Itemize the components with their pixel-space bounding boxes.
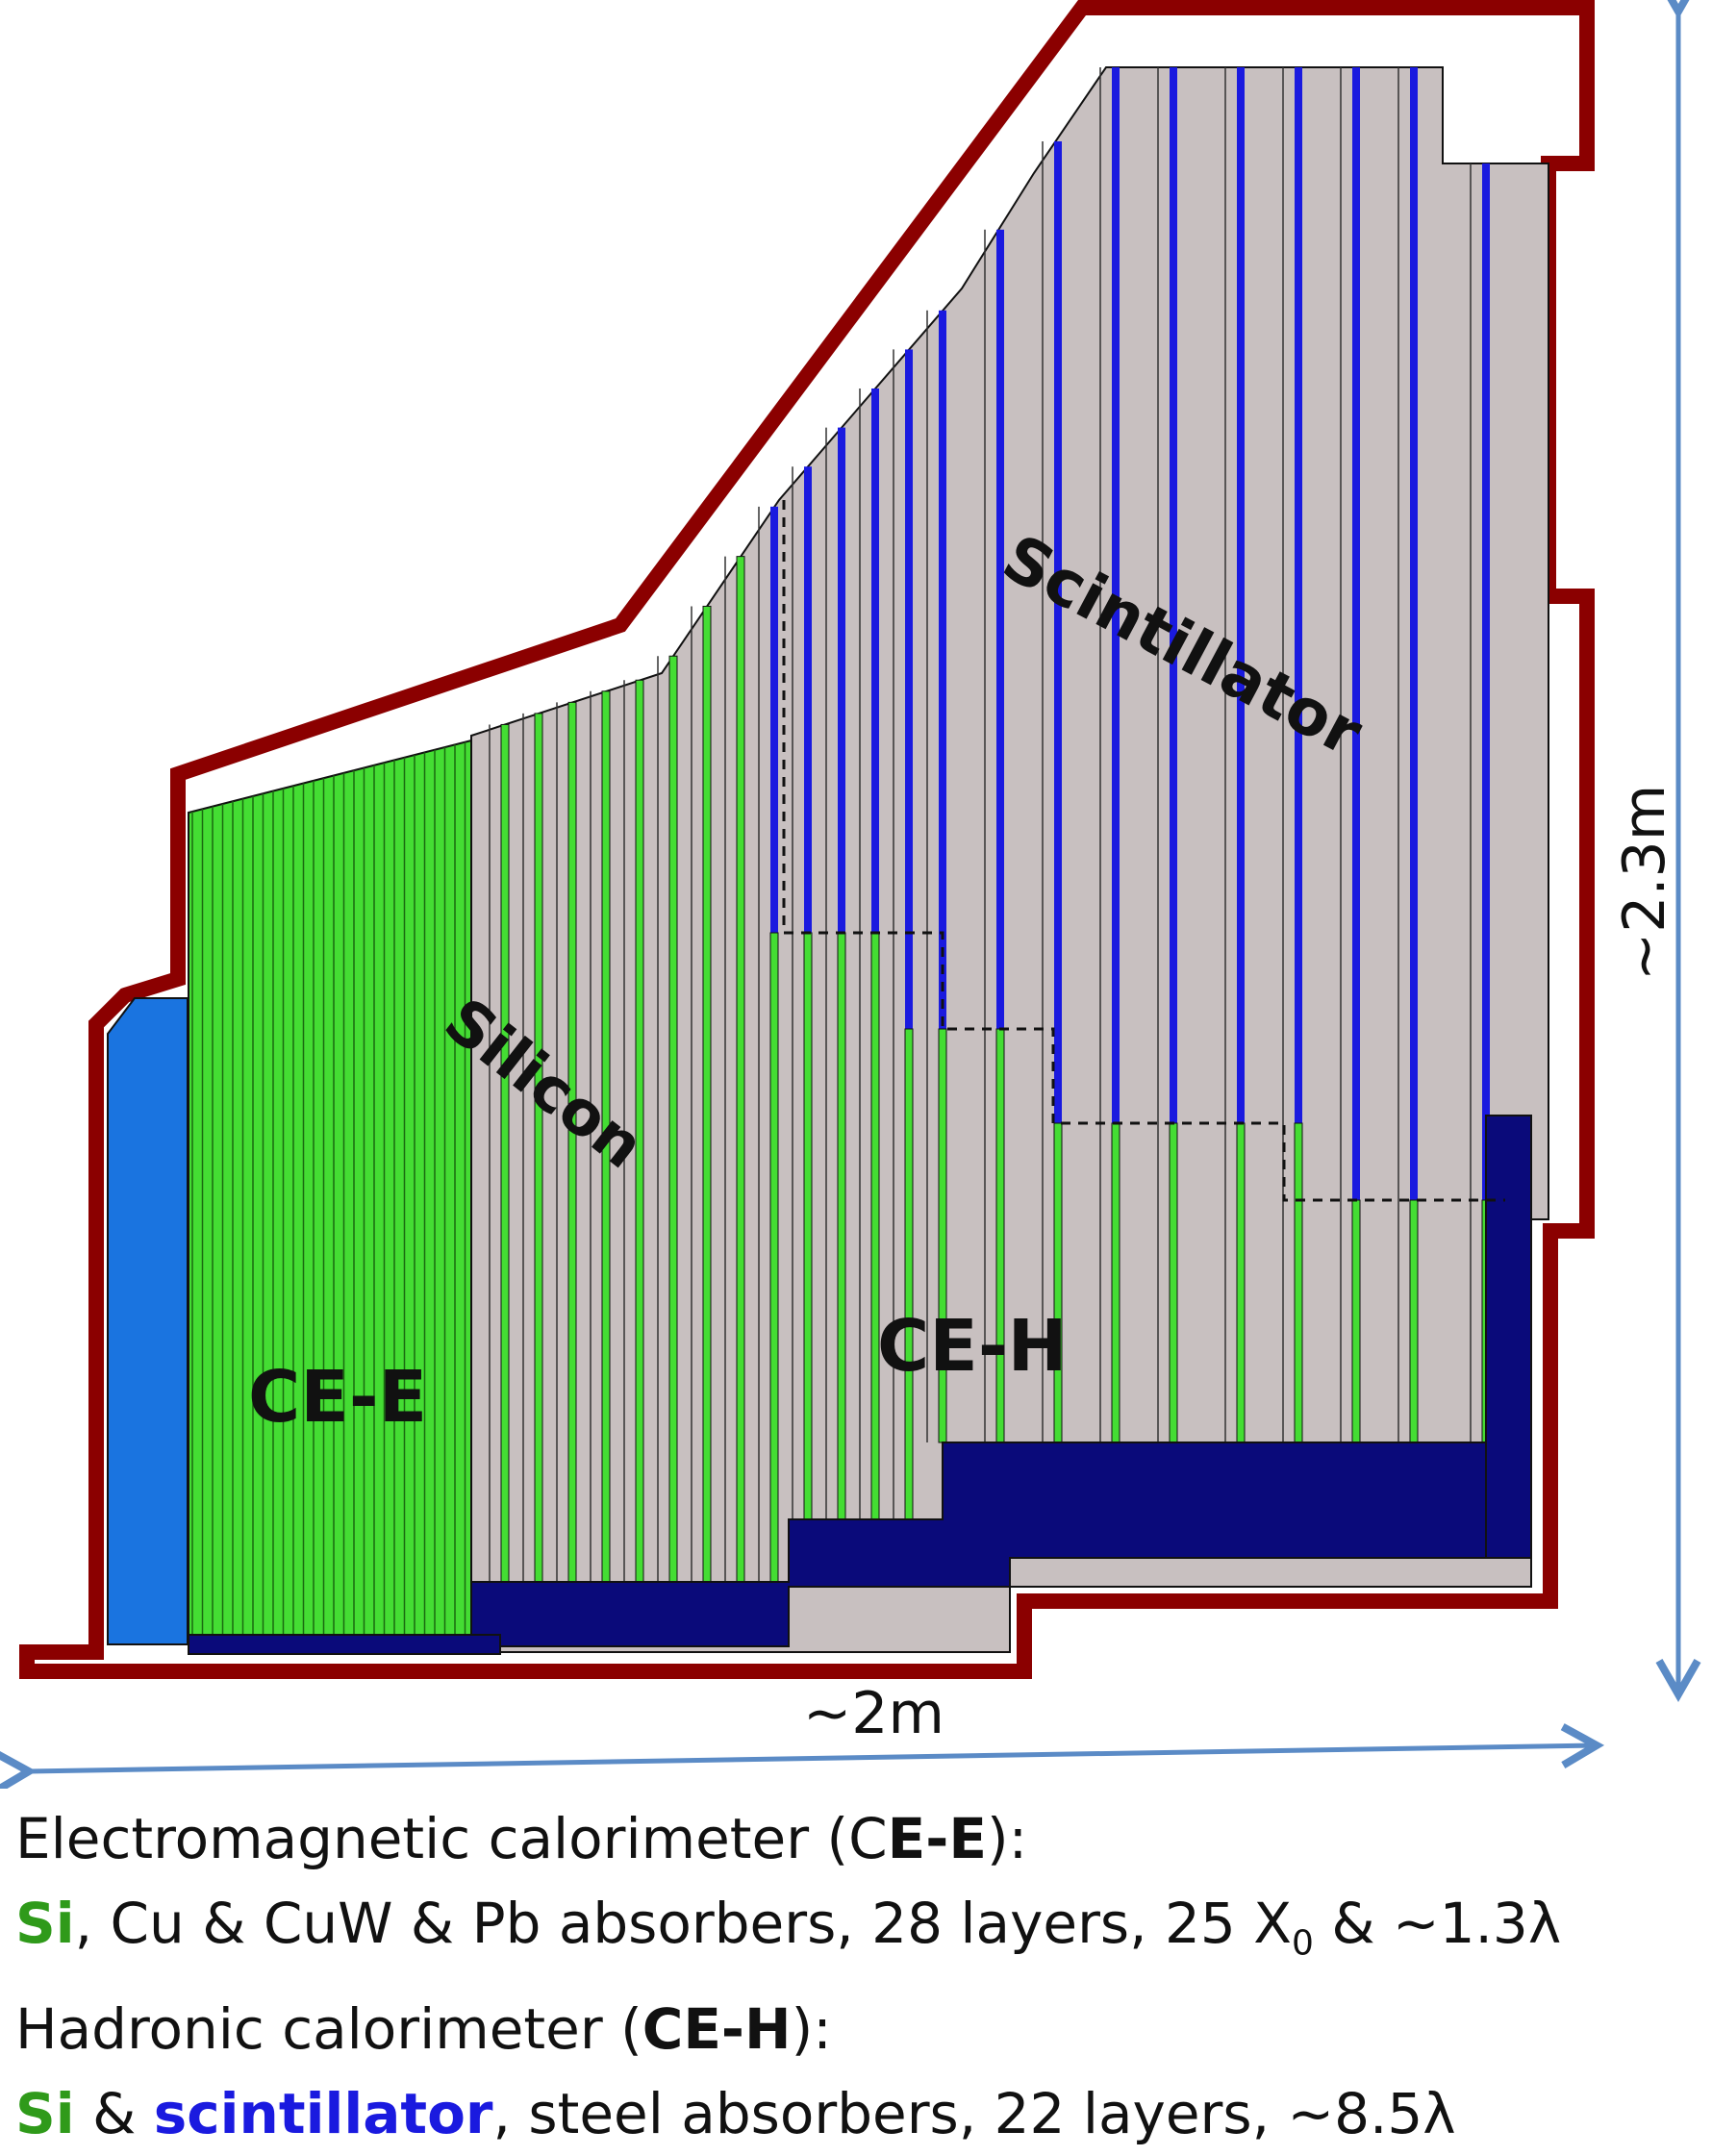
- ce-h-region: [470, 66, 1549, 1653]
- silicon-layer: [837, 932, 846, 1520]
- caption-si: Si: [15, 2080, 75, 2146]
- caption: Electromagnetic calorimeter (CE-E): Si, …: [15, 1796, 1708, 2156]
- caption-text: &: [74, 2080, 154, 2146]
- label-ce-h: CE-H: [877, 1305, 1068, 1388]
- silicon-layer: [702, 605, 712, 1583]
- scintillator-layer: [1295, 67, 1302, 1123]
- caption-text: , steel absorbers, 22 layers, ~8.5λ: [492, 2080, 1456, 2146]
- label-ce-e: CE-E: [248, 1356, 427, 1439]
- scintillator-layer: [1237, 67, 1245, 1123]
- scintillator-layer: [905, 349, 913, 1029]
- silicon-layer: [1111, 1122, 1120, 1443]
- caption-line-ce-e-details: Si, Cu & CuW & Pb absorbers, 28 layers, …: [15, 1881, 1708, 1987]
- scintillator-layer: [1170, 67, 1177, 1123]
- silicon-layer: [1294, 1122, 1303, 1443]
- calorimeter-diagram: Silicon Scintillator CE-E CE-H ~2m ~2.3m: [0, 0, 1701, 1789]
- scintillator-layer: [939, 310, 946, 1029]
- silicon-layer: [769, 932, 779, 1583]
- caption-text: & ~1.3λ: [1313, 1891, 1562, 1956]
- caption-line-ce-h-details: Si & scintillator, steel absorbers, 22 l…: [15, 2071, 1708, 2156]
- scintillator-layer: [1352, 67, 1360, 1200]
- silicon-layer: [1351, 1199, 1361, 1443]
- cooling-block: [107, 997, 189, 1645]
- caption-text: ):: [986, 1806, 1028, 1871]
- silicon-layer: [1236, 1122, 1246, 1443]
- silicon-layer: [1409, 1199, 1419, 1443]
- caption-si: Si: [15, 1891, 75, 1956]
- scintillator-layer: [770, 506, 778, 933]
- electronics-base: [188, 1115, 1532, 1655]
- silicon-layer: [500, 723, 510, 1583]
- caption-text: Hadronic calorimeter (: [15, 1995, 642, 2062]
- scintillator-layer: [871, 389, 879, 933]
- caption-text: Electromagnetic calorimeter (C: [15, 1806, 888, 1871]
- scintillator-layer: [838, 427, 845, 934]
- silicon-layer: [904, 1028, 914, 1520]
- caption-bold: CE-H: [642, 1995, 792, 2062]
- scintillator-layer: [996, 229, 1004, 1030]
- scintillator-layer: [804, 466, 812, 933]
- silicon-layer: [534, 713, 543, 1583]
- width-arrow: [0, 1723, 1605, 1789]
- silicon-layer: [1169, 1122, 1178, 1443]
- scintillator-layer: [1112, 67, 1120, 1123]
- caption-line-ce-e: Electromagnetic calorimeter (CE-E):: [15, 1796, 1708, 1881]
- si-scint-boundary: [782, 500, 1505, 1202]
- caption-bold: E-E: [887, 1806, 987, 1871]
- caption-text: , Cu & CuW & Pb absorbers, 28 layers, 25…: [74, 1891, 1292, 1956]
- outer-frame: [19, 0, 1595, 1679]
- scintillator-layer: [1410, 67, 1418, 1200]
- silicon-layer: [668, 655, 678, 1583]
- ce-e-region: [188, 739, 472, 1653]
- silicon-layer: [736, 556, 745, 1583]
- caption-scintillator: scintillator: [153, 2080, 493, 2146]
- scintillator-layer: [1054, 141, 1062, 1123]
- caption-text: ):: [791, 1995, 832, 2062]
- caption-subscript: 0: [1291, 1923, 1314, 1964]
- silicon-layer: [1053, 1122, 1063, 1443]
- caption-line-ce-h: Hadronic calorimeter (CE-H):: [15, 1987, 1708, 2071]
- label-width: ~2m: [803, 1680, 944, 1747]
- label-height: ~2.3m: [1611, 785, 1678, 981]
- scintillator-layer: [1482, 163, 1490, 1200]
- silicon-layer: [803, 932, 813, 1520]
- silicon-layer: [870, 932, 880, 1520]
